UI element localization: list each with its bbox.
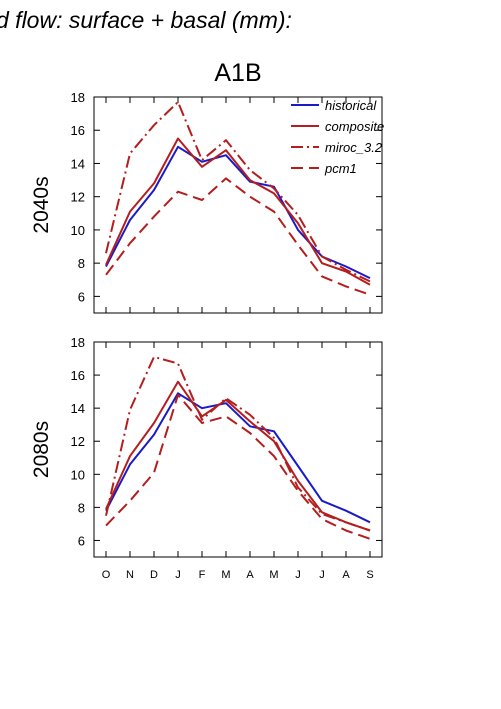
y-tick-label: 14 xyxy=(71,156,85,171)
legend-label: historical xyxy=(325,98,377,113)
plot-frame xyxy=(93,96,383,314)
y-tick-label: 12 xyxy=(71,190,85,205)
x-tick-label: A xyxy=(246,569,254,581)
y-tick-label: 18 xyxy=(71,335,85,350)
x-tick-label: J xyxy=(295,569,301,581)
y-tick-label: 8 xyxy=(78,256,85,271)
y-axis-label: 2080s xyxy=(30,421,53,478)
scenario-title: A1B xyxy=(214,59,261,87)
chart-panel-2040s: 6 8 10 12 14 16 18 2040s historical composite miro… xyxy=(30,90,384,314)
x-tick-label: D xyxy=(150,569,158,581)
page-title: d flow: surface + basal (mm): xyxy=(0,7,292,33)
y-tick-label: 6 xyxy=(78,533,85,548)
legend-label: pcm1 xyxy=(324,161,357,176)
series-line-pcm1 xyxy=(105,177,371,296)
y-axis-label: 2040s xyxy=(30,176,53,233)
x-tick-label: M xyxy=(221,569,230,581)
y-tick-label: 16 xyxy=(71,368,85,383)
y-tick-label: 10 xyxy=(71,223,85,238)
legend: historical composite miroc_3.2 pcm1 xyxy=(291,98,384,176)
x-tick-label: M xyxy=(269,569,278,581)
y-tick-label: 12 xyxy=(71,434,85,449)
series-line-miroc-3-2 xyxy=(105,101,371,283)
y-tick-label: 18 xyxy=(71,90,85,105)
chart-panel-2080s: 6 8 10 12 14 16 18 O N D J F M A M J J A S 2080s xyxy=(30,335,383,581)
legend-label: composite xyxy=(325,119,384,134)
series-line-composite xyxy=(105,137,371,286)
series-line-historical xyxy=(105,392,371,524)
y-tick-label: 14 xyxy=(71,401,85,416)
x-tick-label: A xyxy=(342,569,350,581)
plot-frame xyxy=(93,341,383,558)
series-line-composite xyxy=(105,380,371,532)
x-tick-label: J xyxy=(175,569,181,581)
x-tick-label: O xyxy=(102,569,111,581)
y-tick-label: 10 xyxy=(71,467,85,482)
y-tick-label: 6 xyxy=(78,289,85,304)
x-tick-label: F xyxy=(199,569,206,581)
legend-label: miroc_3.2 xyxy=(325,140,383,155)
x-tick-label: N xyxy=(126,569,134,581)
x-tick-label: J xyxy=(319,569,325,581)
series-line-miroc-3-2 xyxy=(105,355,371,532)
y-tick-label: 16 xyxy=(71,123,85,138)
y-tick-label: 8 xyxy=(78,500,85,515)
panels: 6 8 10 12 14 16 18 2040s historical composite miro… xyxy=(30,90,384,581)
x-tick-label: S xyxy=(366,569,373,581)
series-line-pcm1 xyxy=(105,393,371,540)
